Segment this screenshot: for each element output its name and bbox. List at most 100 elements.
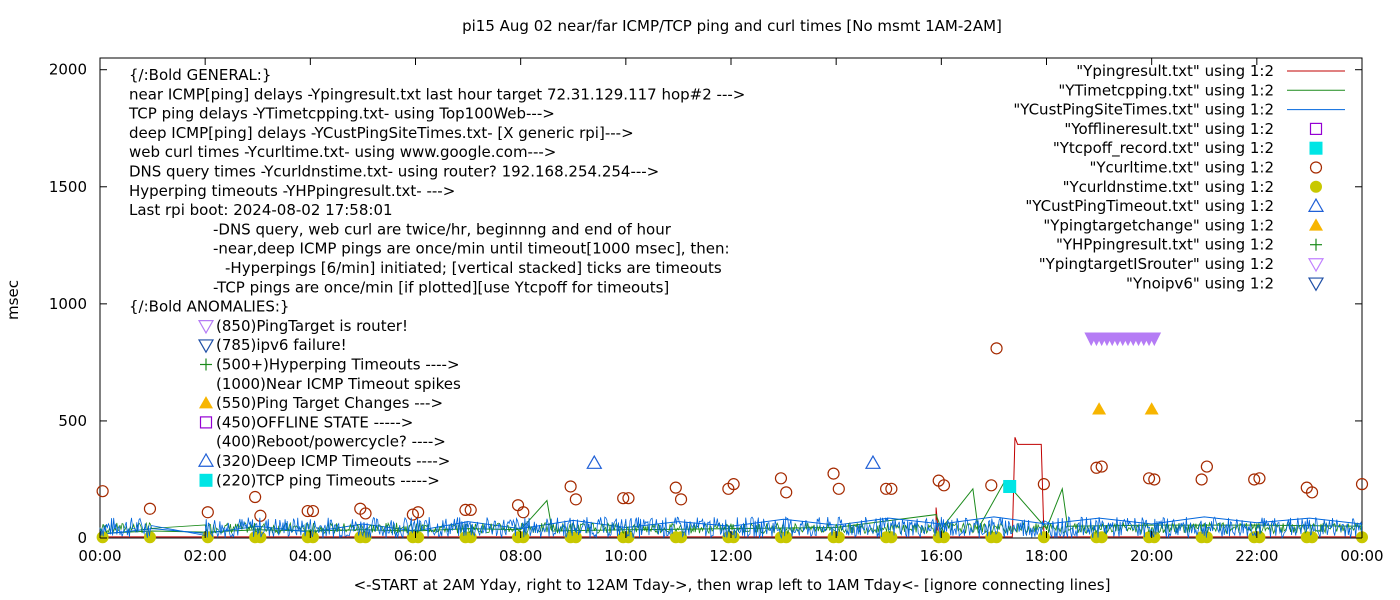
series-marker-8: [1144, 402, 1159, 415]
series-marker-5: [885, 482, 898, 495]
legend-entry-label: "Ypingresult.txt" using 1:2: [1076, 62, 1274, 80]
legend-entry-label: "Ytcpoff_record.txt" using 1:2: [1053, 139, 1274, 158]
deep-icmp-noise: [99, 516, 1363, 540]
anomaly-line: (450)OFFLINE STATE ----->: [216, 413, 413, 431]
series-marker-5: [1142, 472, 1156, 485]
annotation-line: -DNS query, web curl are twice/hr, begin…: [213, 220, 672, 238]
series-marker-5: [669, 481, 682, 494]
series-marker-5: [1090, 461, 1103, 474]
series-marker-5: [1095, 460, 1108, 473]
legend-entry-label: "Ycurldnstime.txt" using 1:2: [1063, 178, 1274, 196]
series-marker-5: [832, 482, 845, 495]
legend-entry-label: "YTimetcpping.txt" using 1:2: [1058, 81, 1274, 99]
series-marker-7: [586, 454, 603, 469]
annotation-line: Hyperping timeouts -YHPpingresult.txt- -…: [129, 182, 455, 200]
x-tick-label: 04:00: [289, 547, 332, 565]
legend-marker-swatch: [1310, 180, 1322, 193]
anomaly-hyperping-icon: [200, 358, 212, 371]
legend-entry-label: "Ypingtargetchange" using 1:2: [1043, 216, 1274, 234]
annotation-line: -Hyperpings [6/min] initiated; [vertical…: [225, 259, 722, 277]
anomaly-line: (320)Deep ICMP Timeouts ---->: [216, 452, 450, 470]
series-marker-5: [511, 499, 525, 512]
x-axis-label: <-START at 2AM Yday, right to 12AM Tday-…: [354, 576, 1111, 594]
anomaly-line: (550)Ping Target Changes --->: [216, 394, 443, 412]
legend-marker-swatch: [1307, 258, 1325, 273]
series-marker-5: [249, 490, 262, 504]
x-tick-label: 18:00: [1025, 547, 1068, 565]
series-marker-5: [406, 508, 419, 521]
x-axis-ticks: 00:00 02:00 04:00 06:00 08:00 10:00 12:00 14:00…: [78, 58, 1384, 565]
legend-marker-swatch: [1309, 161, 1323, 174]
anomaly-deep-icmp-icon: [197, 452, 215, 467]
series-marker-5: [301, 504, 314, 518]
series-marker-5: [1195, 473, 1208, 486]
anomaly-line: (400)Reboot/powercycle? ---->: [216, 433, 446, 451]
series-marker-5: [306, 504, 320, 518]
series-marker-4: [1003, 479, 1017, 493]
annotation-line: near ICMP[ping] delays -Ypingresult.txt …: [129, 85, 745, 103]
series-marker-5: [143, 502, 157, 515]
plot-area: [96, 57, 1369, 544]
x-tick-label: 06:00: [394, 547, 437, 565]
y-tick-label: 1000: [49, 295, 87, 313]
annotation-line: TCP ping delays -YTimetcpping.txt- using…: [128, 105, 555, 123]
series-marker-6: [1306, 531, 1319, 544]
series-marker-5: [564, 480, 577, 493]
series-marker-6: [412, 531, 425, 544]
legend-entry-label: "Ycurltime.txt" using 1:2: [1089, 159, 1274, 177]
series-marker-5: [1355, 478, 1369, 491]
series-marker-6: [1037, 531, 1050, 544]
series-marker-5: [1200, 460, 1213, 473]
chart-legend: "Ypingresult.txt" using 1:2"YTimetcpping…: [1013, 62, 1345, 292]
y-axis-ticks: 0 500 1000 1500 2000: [49, 61, 1362, 547]
legend-entry-label: "Ynoipv6" using 1:2: [1126, 274, 1274, 292]
legend-marker-swatch: [1309, 218, 1323, 231]
series-marker-6: [254, 531, 267, 544]
series-marker-5: [780, 486, 793, 499]
legend-marker-swatch: [1307, 277, 1325, 292]
series-marker-5: [517, 506, 530, 519]
legend-entry-label: "YpingtargetISrouter" using 1:2: [1039, 255, 1274, 273]
series-marker-5: [569, 493, 582, 506]
series-marker-6: [990, 531, 1003, 544]
series-marker-5: [990, 342, 1003, 355]
series-marker-5: [985, 479, 998, 492]
legend-marker-swatch: [1309, 141, 1323, 155]
y-tick-label: 500: [58, 412, 87, 430]
annotation-line: web curl times -Ycurltime.txt- using www…: [129, 143, 556, 161]
x-tick-label: 10:00: [604, 547, 647, 565]
y-axis-label: msec: [4, 280, 22, 320]
annotation-line: -TCP pings are once/min [if plotted][use…: [213, 278, 669, 296]
y-tick-label: 1500: [49, 178, 87, 196]
series-marker-5: [459, 503, 472, 517]
series-marker-5: [727, 478, 740, 491]
anomaly-line: (1000)Near ICMP Timeout spikes: [216, 375, 461, 393]
series-marker-5: [464, 503, 477, 517]
x-tick-label: 00:00: [1340, 547, 1383, 565]
series-marker-6: [780, 531, 793, 544]
series-marker-6: [885, 531, 898, 544]
legend-entry-label: "YCustPingTimeout.txt" using 1:2: [1025, 197, 1274, 215]
annotation-line: {/:Bold GENERAL:}: [129, 66, 271, 84]
anomaly-offline-icon: [199, 416, 213, 429]
y-tick-label: 0: [77, 529, 87, 547]
annotation-line: -near,deep ICMP pings are once/min until…: [213, 240, 730, 258]
series-marker-5: [254, 509, 267, 522]
series-marker-5: [880, 482, 893, 495]
chart-annotations: {/:Bold GENERAL:}near ICMP[ping] delays …: [128, 66, 745, 489]
annotation-line: Last rpi boot: 2024-08-02 17:58:01: [129, 201, 393, 219]
series-marker-5: [359, 507, 372, 520]
anomaly-ipv6-icon: [197, 339, 215, 354]
series-marker-8: [1092, 402, 1107, 415]
series-marker-5: [1305, 486, 1319, 499]
anomaly-line: (500+)Hyperping Timeouts ---->: [216, 356, 460, 374]
series-marker-5: [674, 493, 688, 506]
anomaly-tcp-timeout-icon: [199, 473, 213, 487]
series-marker-6: [1095, 531, 1108, 544]
x-tick-label: 08:00: [499, 547, 542, 565]
series-marker-5: [201, 506, 214, 519]
anomaly-line: (785)ipv6 failure!: [216, 336, 347, 354]
x-tick-label: 14:00: [815, 547, 858, 565]
series-marker-5: [827, 467, 840, 480]
anomaly-line: (220)TCP ping Timeouts ----->: [216, 471, 440, 489]
